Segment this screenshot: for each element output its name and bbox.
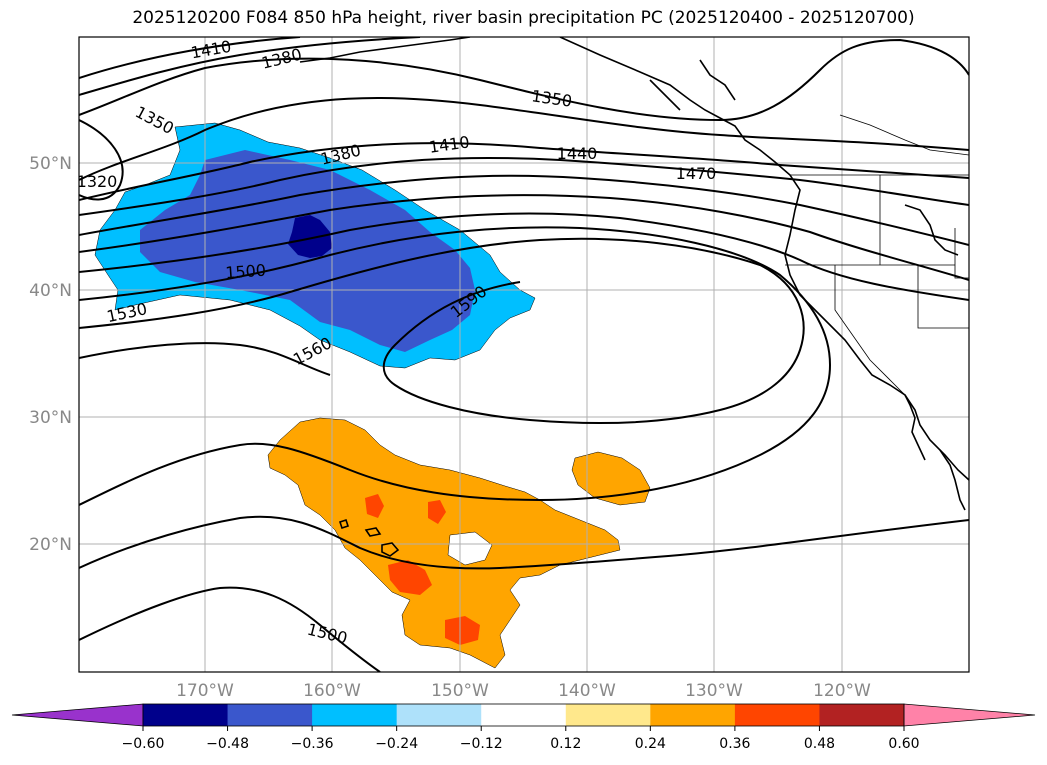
chart-title: 2025120200 F084 850 hPa height, river ba… [132,8,915,28]
colorbar-segment [819,704,905,726]
precip-shading-red-4 [428,500,446,524]
colorbar-frame [142,703,905,727]
precip-gap-white [447,531,493,566]
colorbar-extension-high [903,703,1036,727]
precip-shading-orange-east [571,451,651,506]
lon-label: 160°W [303,681,361,701]
contour-label: 1530 [105,299,149,326]
precip-shading-orange [267,417,621,669]
precip-shading-red-3 [365,494,384,518]
state-borders [785,114,969,396]
map-frame [78,36,970,673]
precip-shading-red-1 [388,560,432,595]
colorbar-tick-label: 0.36 [719,736,750,752]
colorbar-segment [227,704,313,726]
colorbar-tick-label: −0.24 [375,736,418,752]
lat-label: 50°N [29,154,72,174]
contour-label: 1470 [676,164,717,183]
colorbar-tick-label: −0.48 [206,736,249,752]
lat-label: 20°N [29,535,72,555]
colorbar-segment [734,704,820,726]
contour-label: 1560 [290,333,335,369]
height-contours [79,37,969,672]
colorbar-segment [481,704,567,726]
contour-label: 1500 [225,261,267,283]
lat-label: 40°N [29,281,72,301]
contour-label: 1350 [530,86,573,110]
colorbar-tick-label: −0.36 [291,736,334,752]
contour-label: 1380 [260,45,304,73]
contour-label: 1410 [428,132,471,156]
gridlines [79,37,969,672]
colorbar-extension-low [11,703,144,727]
colorbar-tick-label: 0.12 [550,736,581,752]
colorbar-segment [650,704,736,726]
lon-label: 170°W [176,681,234,701]
lat-label: 30°N [29,408,72,428]
colorbar-tick-label: 0.24 [635,736,666,752]
latitude-labels: 50°N 40°N 30°N 20°N [29,154,72,555]
longitude-labels: 170°W 160°W 150°W 140°W 130°W 120°W [176,681,871,701]
colorbar: −0.60 −0.48 −0.36 −0.24 −0.12 0.12 0.24 0.36 0.4… [11,703,1036,752]
colorbar-segment [312,704,398,726]
lon-label: 140°W [558,681,616,701]
contour-label: 1500 [305,620,349,648]
colorbar-tick-label: 0.60 [888,736,919,752]
colorbar-tick-label: 0.48 [804,736,835,752]
precip-shading-red-2 [445,616,480,645]
precip-shading-dark-blue [288,215,332,258]
map-plot-area: 1410 1380 1350 1350 1320 1380 1410 1440 … [77,37,969,672]
contour-label: 1440 [557,144,598,163]
colorbar-segment [143,704,229,726]
contour-label: 1320 [77,172,118,191]
lon-label: 130°W [685,681,743,701]
contour-label: 1350 [132,102,177,138]
colorbar-tick-label: −0.12 [460,736,503,752]
lon-label: 120°W [813,681,871,701]
colorbar-tick-label: −0.60 [122,736,165,752]
lon-label: 150°W [431,681,489,701]
colorbar-segment [565,704,651,726]
contour-label: 1410 [189,37,232,63]
colorbar-segment [396,704,482,726]
